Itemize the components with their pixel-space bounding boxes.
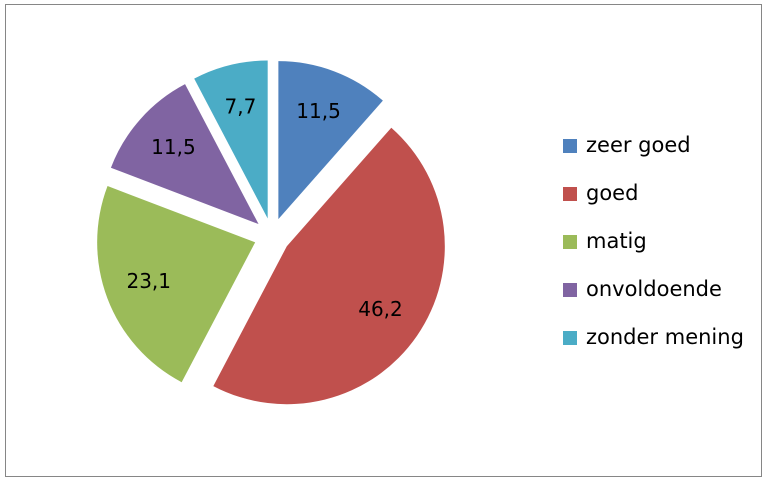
legend-swatch [563,187,577,201]
pie-slice [213,127,445,405]
data-label: 11,5 [151,135,196,159]
legend-label: zonder mening [586,325,744,349]
legend-label: zeer goed [586,133,691,157]
legend-label: goed [586,181,638,205]
legend-swatch [563,139,577,153]
legend-swatch [563,235,577,249]
data-label: 11,5 [296,99,341,123]
data-label: 23,1 [126,269,171,293]
legend-label: onvoldoende [586,277,722,301]
pie-slice [194,60,268,219]
pie-slice [97,186,256,383]
legend-label: matig [586,229,647,253]
legend-swatch [563,283,577,297]
pie-slice [278,61,383,220]
data-label: 46,2 [358,297,403,321]
data-label: 7,7 [225,95,257,119]
legend-swatch [563,331,577,345]
pie-slice [110,84,259,225]
